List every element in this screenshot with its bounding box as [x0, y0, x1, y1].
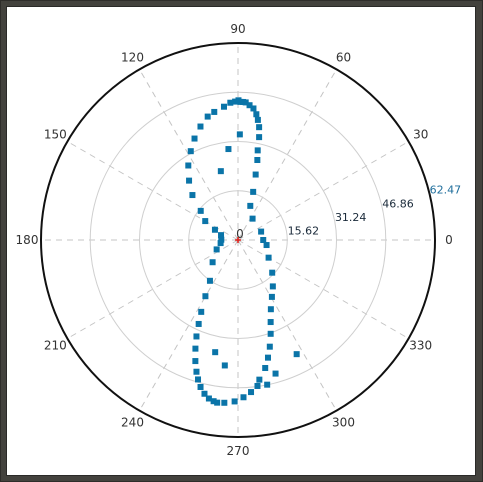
data-point	[227, 99, 234, 106]
data-point	[214, 399, 221, 406]
data-point	[186, 177, 193, 184]
origin-label: 0	[236, 227, 244, 241]
data-point	[256, 376, 263, 383]
data-point	[267, 306, 274, 313]
data-point	[217, 240, 224, 247]
data-point	[221, 399, 228, 406]
data-point	[212, 349, 219, 356]
data-point	[193, 333, 200, 340]
data-point	[197, 123, 204, 130]
data-point	[204, 113, 211, 120]
data-point	[254, 157, 261, 164]
angle-label-0: 0	[445, 233, 453, 247]
data-point	[192, 345, 199, 352]
data-point	[187, 148, 194, 155]
ring-1	[188, 190, 288, 290]
data-point	[236, 131, 243, 138]
data-point	[205, 395, 212, 402]
data-point	[250, 188, 257, 195]
data-point	[254, 116, 261, 123]
angle-label-210: 210	[44, 339, 67, 353]
data-point	[253, 111, 260, 118]
data-point	[267, 319, 274, 326]
angle-label-300: 300	[332, 416, 355, 430]
angle-label-90: 90	[230, 22, 245, 36]
data-point	[269, 269, 276, 276]
data-point	[264, 381, 271, 388]
data-point	[193, 368, 200, 375]
data-point	[248, 389, 255, 396]
data-point	[201, 390, 208, 397]
data-point	[262, 365, 269, 372]
data-point	[197, 383, 204, 390]
data-point	[189, 192, 196, 199]
data-point	[213, 246, 220, 253]
origin-marker	[235, 237, 241, 243]
data-point	[254, 147, 261, 154]
angle-label-30: 30	[413, 128, 428, 142]
radial-label-3: 46.86	[382, 197, 414, 210]
data-point	[232, 98, 239, 105]
data-point	[206, 277, 213, 284]
angle-label-330: 330	[409, 339, 432, 353]
data-point	[218, 232, 225, 239]
data-point	[267, 330, 274, 337]
data-point	[269, 283, 276, 290]
angle-label-180: 180	[16, 233, 39, 247]
data-point	[246, 102, 253, 109]
data-point	[252, 171, 259, 178]
data-point	[195, 376, 202, 383]
angle-label-270: 270	[227, 444, 250, 458]
radial-label-1: 15.62	[288, 224, 320, 237]
data-point	[211, 108, 218, 115]
data-point	[202, 218, 209, 225]
radial-label-4: 62.47	[430, 184, 462, 197]
ring-2	[138, 140, 338, 340]
angle-label-150: 150	[44, 128, 67, 142]
data-point	[217, 168, 224, 175]
data-point	[191, 135, 198, 142]
data-point	[260, 237, 267, 243]
data-point	[195, 320, 202, 327]
data-point	[197, 207, 204, 214]
data-point	[211, 226, 218, 233]
data-point	[242, 99, 249, 106]
angle-label-60: 60	[336, 50, 351, 64]
data-point	[235, 97, 242, 104]
data-point	[218, 236, 225, 243]
data-point	[293, 351, 300, 358]
data-point	[247, 202, 254, 209]
data-point	[231, 398, 238, 405]
data-point	[202, 293, 209, 300]
data-points	[185, 97, 300, 406]
data-point	[266, 343, 273, 350]
data-point	[221, 362, 228, 369]
data-point	[254, 382, 261, 389]
data-point	[268, 293, 275, 300]
data-point	[225, 146, 232, 153]
angle-label-240: 240	[121, 416, 144, 430]
data-point	[264, 354, 271, 361]
data-point	[249, 215, 256, 222]
data-point	[198, 308, 205, 315]
data-point	[250, 105, 257, 112]
data-point	[256, 134, 263, 141]
outer-boundary	[40, 42, 436, 438]
data-point	[272, 370, 279, 377]
data-point	[209, 259, 216, 266]
radial-label-2: 31.24	[335, 211, 367, 224]
data-point	[220, 103, 227, 110]
polar-labels: 0 30 60 90 120 150 180 210 240 270 300 330 15.62 31.2…	[16, 22, 462, 458]
data-point	[210, 398, 217, 405]
data-point	[185, 162, 192, 169]
angle-label-120: 120	[121, 50, 144, 64]
data-point	[263, 242, 270, 249]
data-point	[192, 358, 199, 365]
ring-3	[89, 91, 387, 389]
data-point	[256, 124, 263, 131]
data-point	[258, 228, 265, 235]
data-point	[240, 394, 247, 401]
data-point	[265, 254, 272, 261]
